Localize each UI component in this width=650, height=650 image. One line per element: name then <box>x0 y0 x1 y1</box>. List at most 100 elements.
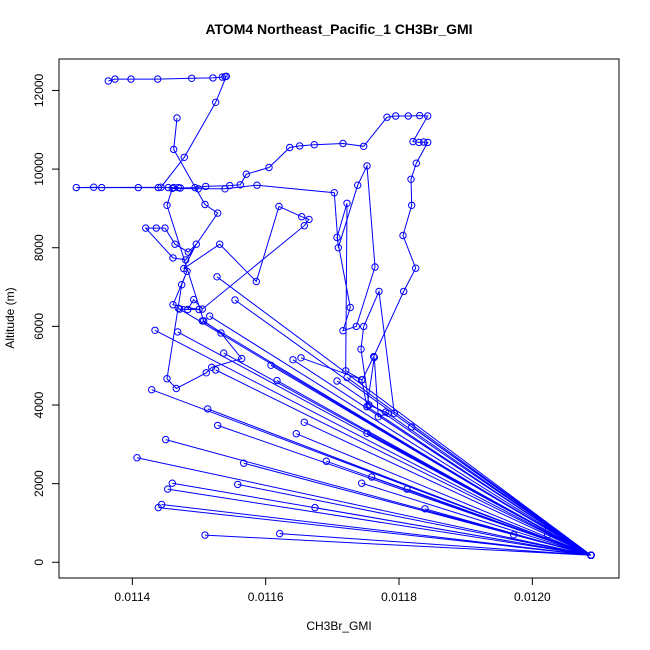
data-point <box>310 141 318 149</box>
data-point <box>374 413 382 421</box>
data-point <box>148 386 156 394</box>
data-point <box>322 457 330 465</box>
data-point <box>171 240 179 248</box>
data-point <box>161 224 169 232</box>
data-point <box>240 459 248 467</box>
data-point <box>305 215 313 224</box>
data-point <box>194 185 203 193</box>
data-point <box>339 327 347 335</box>
data-point <box>412 264 420 272</box>
data-point <box>204 405 212 413</box>
data-point <box>202 182 210 191</box>
data-point <box>296 142 304 150</box>
x-axis: 0.0114 0.0116 0.0118 0.0120 <box>114 577 551 604</box>
data-point <box>400 287 408 296</box>
data-point <box>164 183 173 192</box>
data-point <box>357 345 365 353</box>
data-point <box>238 354 246 363</box>
data-point <box>544 525 552 533</box>
data-point <box>544 531 552 539</box>
data-point <box>421 505 429 513</box>
data-point <box>142 224 150 232</box>
data-point <box>188 74 196 83</box>
data-point <box>510 531 518 539</box>
y-axis: 0 2000 4000 6000 8000 10000 12000 <box>32 73 60 566</box>
data-point <box>334 244 342 252</box>
data-point <box>242 170 251 178</box>
data-point <box>368 473 376 481</box>
data-point <box>252 277 260 286</box>
data-point <box>154 183 163 192</box>
data-point <box>275 202 283 211</box>
chart-title: ATOM4 Northeast_Pacific_1 CH3Br_GMI <box>205 21 472 37</box>
data-point <box>218 73 227 81</box>
x-axis-label: CH3Br_GMI <box>306 619 371 633</box>
data-point <box>201 200 209 209</box>
data-point <box>363 162 371 170</box>
data-point <box>289 356 297 364</box>
data-point <box>343 373 351 382</box>
data-point <box>192 240 201 248</box>
data-point <box>360 322 368 331</box>
data-point <box>339 139 347 148</box>
data-point <box>209 74 217 82</box>
data-point <box>191 183 199 192</box>
x-tick-label: 0.0118 <box>381 590 417 604</box>
data-point <box>216 240 224 248</box>
data-point <box>190 295 198 304</box>
data-point <box>383 113 391 121</box>
data-point <box>358 479 366 487</box>
data-point <box>162 435 170 444</box>
data-point <box>298 213 306 221</box>
data-point <box>183 267 191 275</box>
data-point <box>370 353 378 362</box>
y-tick-label: 8000 <box>32 234 46 261</box>
data-point <box>343 199 351 208</box>
data-point <box>311 503 319 512</box>
data-point <box>184 248 193 256</box>
data-point <box>292 430 300 438</box>
data-point <box>236 181 245 189</box>
data-point <box>184 305 192 314</box>
data-point <box>217 329 225 337</box>
data-point <box>133 454 141 462</box>
y-axis-label: Altitude (m) <box>3 287 17 348</box>
y-tick-label: 10000 <box>32 152 46 186</box>
data-point <box>416 111 424 120</box>
data-point <box>206 312 214 320</box>
data-point <box>176 184 185 192</box>
data-point <box>104 77 113 85</box>
data-point <box>360 142 368 151</box>
y-tick-label: 6000 <box>32 313 46 340</box>
data-point <box>157 183 165 191</box>
data-point <box>352 322 360 331</box>
data-point <box>333 377 341 385</box>
data-point <box>375 287 383 296</box>
data-point <box>297 354 305 362</box>
series-line <box>76 75 429 381</box>
data-point <box>363 402 371 411</box>
data-point <box>408 423 416 431</box>
data-point <box>151 326 159 334</box>
data-point <box>168 479 177 487</box>
data-point <box>168 184 177 193</box>
y-tick-label: 2000 <box>32 470 46 497</box>
series-line <box>136 276 592 556</box>
x-tick-label: 0.0120 <box>514 590 551 604</box>
x-tick-label: 0.0116 <box>248 590 284 604</box>
data-point <box>403 485 411 493</box>
data-point <box>170 145 178 154</box>
data-point <box>407 175 415 184</box>
data-point <box>90 183 98 191</box>
data-point <box>587 551 595 559</box>
data-point <box>415 138 423 147</box>
data-point <box>424 138 432 147</box>
series-markers <box>72 72 595 559</box>
data-point <box>195 305 203 314</box>
data-point <box>354 181 362 189</box>
data-point <box>265 163 273 172</box>
data-point <box>412 159 420 167</box>
data-point <box>273 376 281 385</box>
data-point <box>72 183 81 192</box>
data-point <box>399 231 407 240</box>
